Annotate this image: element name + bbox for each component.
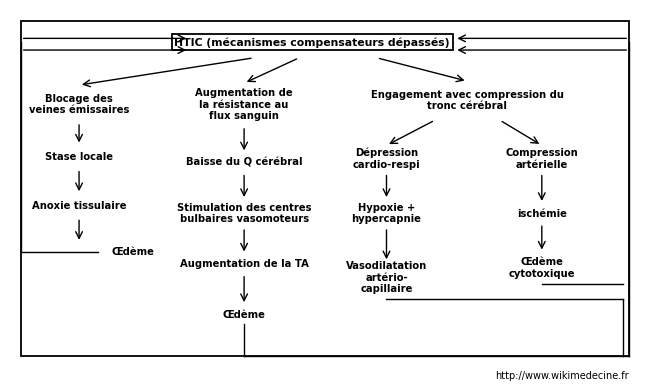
Text: Hypoxie +
hypercapnie: Hypoxie + hypercapnie [352, 203, 421, 224]
Text: HTIC (mécanismes compensateurs dépassés): HTIC (mécanismes compensateurs dépassés) [174, 37, 450, 47]
Bar [21, 21, 629, 356]
Text: Augmentation de la TA: Augmentation de la TA [179, 259, 309, 269]
Text: Baisse du Q cérébral: Baisse du Q cérébral [186, 158, 302, 168]
Text: Vasodilatation
artério-
capillaire: Vasodilatation artério- capillaire [346, 261, 427, 294]
Text: Stase locale: Stase locale [45, 152, 113, 162]
Text: Œdème
cytotoxique: Œdème cytotoxique [508, 257, 575, 279]
Text: Œdème: Œdème [111, 247, 154, 258]
Text: Engagement avec compression du
tronc cérébral: Engagement avec compression du tronc cér… [371, 90, 564, 111]
Text: Œdème: Œdème [223, 310, 266, 320]
Text: http://www.wikimedecine.fr: http://www.wikimedecine.fr [495, 371, 629, 381]
Text: Anoxie tissulaire: Anoxie tissulaire [32, 201, 126, 211]
Text: Dépression
cardio-respi: Dépression cardio-respi [353, 148, 421, 170]
Text: Blocage des
veines émissaires: Blocage des veines émissaires [29, 94, 129, 115]
Text: ischémie: ischémie [517, 209, 567, 218]
Text: Compression
artérielle: Compression artérielle [506, 148, 578, 170]
Text: Stimulation des centres
bulbaires vasomoteurs: Stimulation des centres bulbaires vasomo… [177, 203, 311, 224]
Text: Augmentation de
la résistance au
flux sanguin: Augmentation de la résistance au flux sa… [195, 88, 293, 121]
